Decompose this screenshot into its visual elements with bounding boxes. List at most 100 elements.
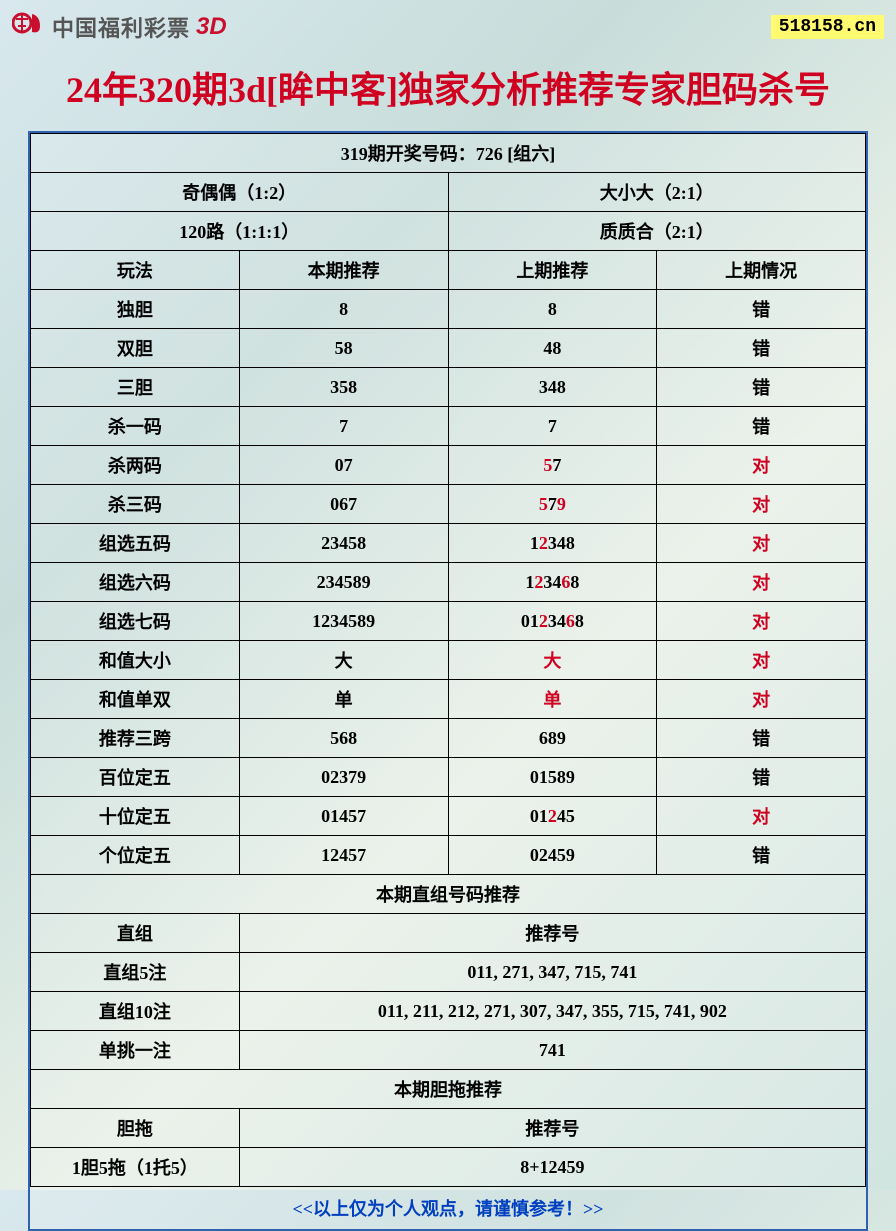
header-bar: 中国福利彩票 3D 518158.cn [0, 0, 896, 49]
table-row: 组选六码234589123468对 [31, 563, 866, 602]
row-result: 对 [657, 524, 866, 563]
row-current: 358 [239, 368, 448, 407]
row-current: 单 [239, 680, 448, 719]
single-val: 741 [239, 1031, 865, 1070]
row-prev: 689 [448, 719, 657, 758]
logo-text: 中国福利彩票 [52, 11, 190, 43]
row-prev: 01245 [448, 797, 657, 836]
row-play-name: 双胆 [31, 329, 240, 368]
row-current: 大 [239, 641, 448, 680]
row-prev: 大 [448, 641, 657, 680]
dantuo-left: 胆拖 [31, 1109, 240, 1148]
col-header-result: 上期情况 [657, 251, 866, 290]
row-play-name: 组选六码 [31, 563, 240, 602]
logo-area: 中国福利彩票 3D [12, 8, 227, 45]
row-result: 对 [657, 680, 866, 719]
row-play-name: 杀一码 [31, 407, 240, 446]
row-current: 12457 [239, 836, 448, 875]
table-row: 杀三码067579对 [31, 485, 866, 524]
row-prev: 8 [448, 290, 657, 329]
table-row: 组选七码12345890123468对 [31, 602, 866, 641]
row-prev: 02459 [448, 836, 657, 875]
row-prev: 7 [448, 407, 657, 446]
footer-note: <<以上仅为个人观点，请谨慎参考！>> [30, 1187, 866, 1229]
attr-odd-even: 奇偶偶（1:2） [31, 173, 449, 212]
col-header-current: 本期推荐 [239, 251, 448, 290]
row-prev: 单 [448, 680, 657, 719]
row-result: 对 [657, 641, 866, 680]
website-badge: 518158.cn [771, 15, 884, 39]
row-prev: 348 [448, 368, 657, 407]
table-row: 十位定五0145701245对 [31, 797, 866, 836]
row-play-name: 和值单双 [31, 680, 240, 719]
row-current: 067 [239, 485, 448, 524]
row-result: 对 [657, 485, 866, 524]
row-result: 错 [657, 368, 866, 407]
row-current: 7 [239, 407, 448, 446]
table-row: 杀两码0757对 [31, 446, 866, 485]
attr-big-small: 大小大（2:1） [448, 173, 866, 212]
table-row: 和值单双单单对 [31, 680, 866, 719]
attr-prime: 质质合（2:1） [448, 212, 866, 251]
row-prev: 57 [448, 446, 657, 485]
row-result: 对 [657, 563, 866, 602]
single-label: 单挑一注 [31, 1031, 240, 1070]
draw-result: 319期开奖号码：726 [组六] [31, 134, 866, 173]
row-play-name: 独胆 [31, 290, 240, 329]
col-header-prev: 上期推荐 [448, 251, 657, 290]
direct10-label: 直组10注 [31, 992, 240, 1031]
row-current: 568 [239, 719, 448, 758]
col-header-play: 玩法 [31, 251, 240, 290]
row-result: 对 [657, 602, 866, 641]
row-play-name: 个位定五 [31, 836, 240, 875]
direct-group-right: 推荐号 [239, 914, 865, 953]
dantuo-title: 本期胆拖推荐 [31, 1070, 866, 1109]
row-result: 对 [657, 446, 866, 485]
row-play-name: 推荐三跨 [31, 719, 240, 758]
table-row: 和值大小大大对 [31, 641, 866, 680]
table-row: 双胆5848错 [31, 329, 866, 368]
row-current: 23458 [239, 524, 448, 563]
analysis-table: 319期开奖号码：726 [组六] 奇偶偶（1:2） 大小大（2:1） 120路… [30, 133, 866, 1187]
row-result: 错 [657, 836, 866, 875]
table-row: 推荐三跨568689错 [31, 719, 866, 758]
table-row: 组选五码2345812348对 [31, 524, 866, 563]
row-play-name: 杀两码 [31, 446, 240, 485]
row-current: 8 [239, 290, 448, 329]
direct-group-left: 直组 [31, 914, 240, 953]
row-current: 02379 [239, 758, 448, 797]
row-play-name: 杀三码 [31, 485, 240, 524]
row-play-name: 和值大小 [31, 641, 240, 680]
row-current: 01457 [239, 797, 448, 836]
dantuo-right: 推荐号 [239, 1109, 865, 1148]
table-row: 百位定五0237901589错 [31, 758, 866, 797]
direct10-val: 011, 211, 212, 271, 307, 347, 355, 715, … [239, 992, 865, 1031]
row-current: 58 [239, 329, 448, 368]
row-prev: 123468 [448, 563, 657, 602]
dantuo-row-val: 8+12459 [239, 1148, 865, 1187]
row-current: 234589 [239, 563, 448, 602]
table-row: 独胆88错 [31, 290, 866, 329]
direct-group-title: 本期直组号码推荐 [31, 875, 866, 914]
row-result: 错 [657, 329, 866, 368]
row-play-name: 百位定五 [31, 758, 240, 797]
row-prev: 48 [448, 329, 657, 368]
row-current: 07 [239, 446, 448, 485]
direct5-val: 011, 271, 347, 715, 741 [239, 953, 865, 992]
row-prev: 12348 [448, 524, 657, 563]
row-play-name: 组选七码 [31, 602, 240, 641]
main-table-wrapper: 319期开奖号码：726 [组六] 奇偶偶（1:2） 大小大（2:1） 120路… [28, 131, 868, 1231]
page-title: 24年320期3d[眸中客]独家分析推荐专家胆码杀号 [0, 49, 896, 131]
attr-route: 120路（1:1:1） [31, 212, 449, 251]
row-play-name: 组选五码 [31, 524, 240, 563]
lottery-logo-icon [12, 8, 46, 45]
row-prev: 579 [448, 485, 657, 524]
row-prev: 01589 [448, 758, 657, 797]
table-row: 杀一码77错 [31, 407, 866, 446]
logo-3d: 3D [196, 13, 227, 41]
table-row: 三胆358348错 [31, 368, 866, 407]
row-play-name: 三胆 [31, 368, 240, 407]
row-current: 1234589 [239, 602, 448, 641]
table-row: 个位定五1245702459错 [31, 836, 866, 875]
dantuo-row-label: 1胆5拖（1托5） [31, 1148, 240, 1187]
